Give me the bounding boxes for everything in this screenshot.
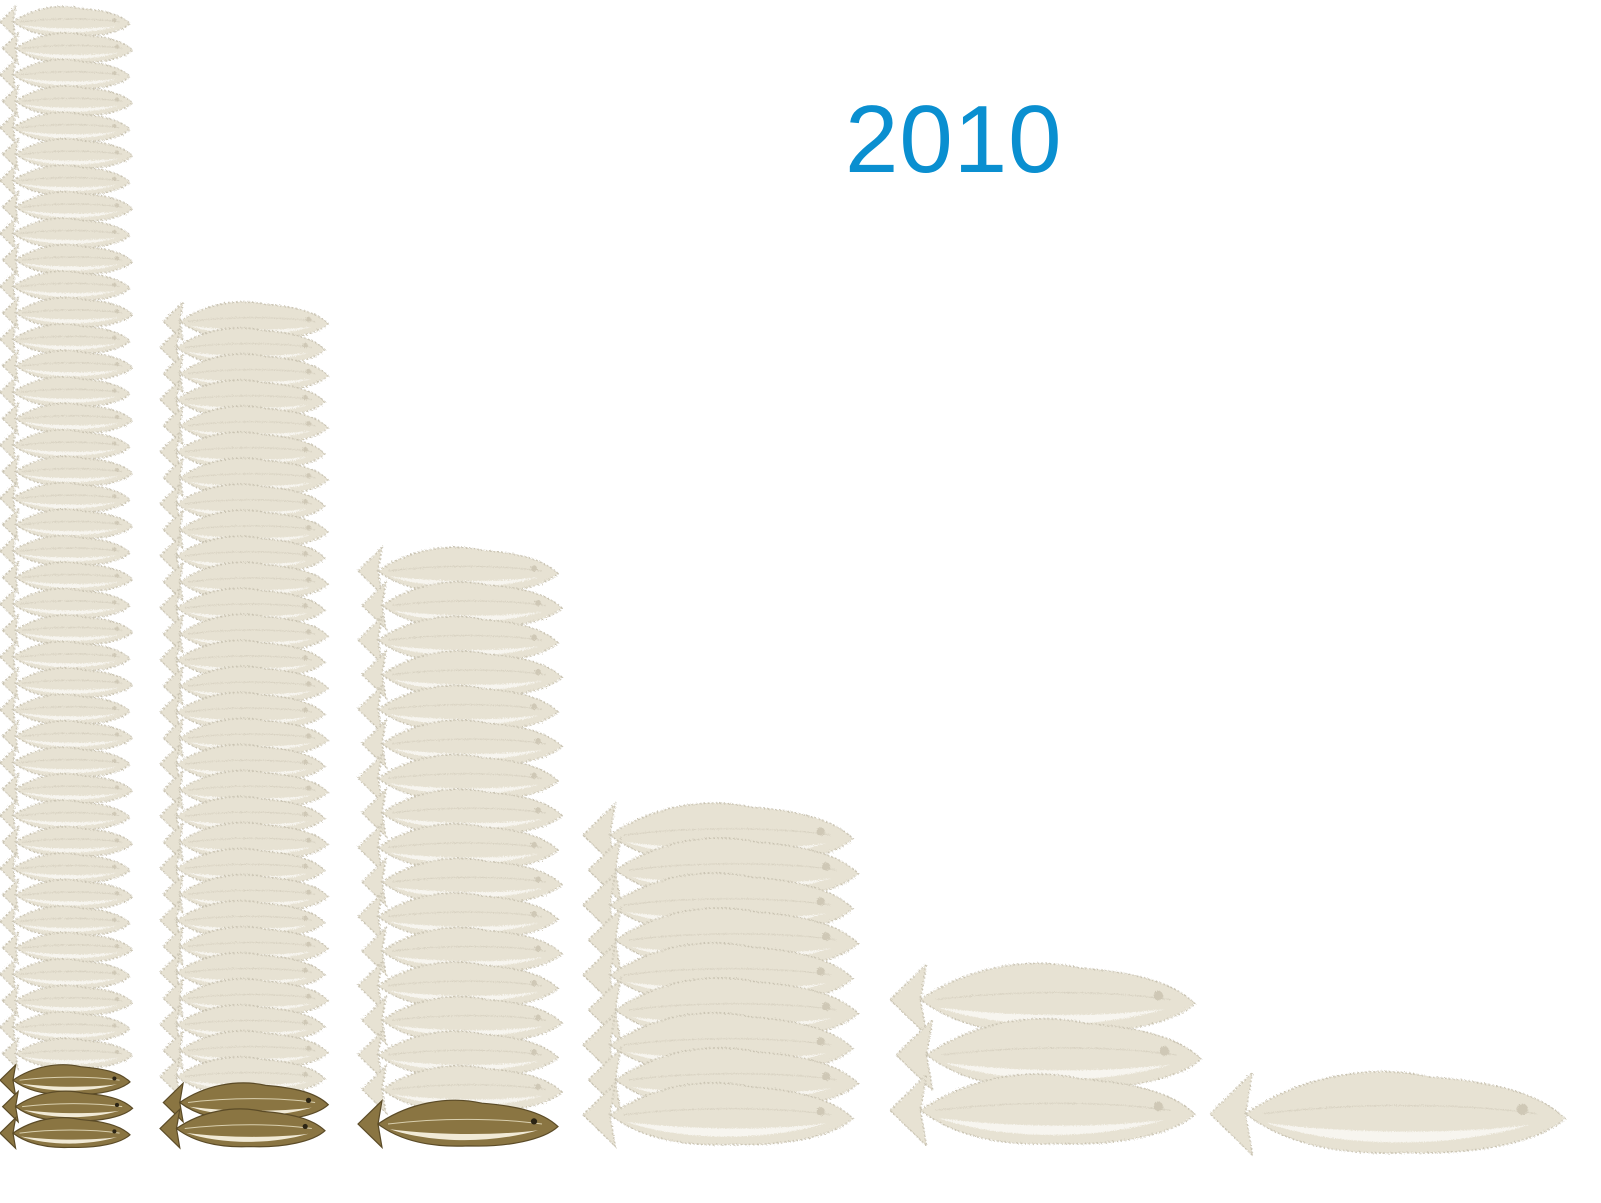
stack-2 [158,299,330,1150]
faded-cod-fish-icon [0,216,132,251]
faded-cod-fish-icon [0,798,132,833]
faded-cod-fish-icon [0,639,132,675]
faded-cod-fish-icon [888,961,1197,1038]
faded-cod-fish-icon [356,683,560,735]
faded-cod-fish-icon [1,189,134,225]
year-title: 2010 [845,86,1063,193]
stack-1 [0,4,134,1151]
faded-cod-fish-icon [0,533,132,569]
faded-cod-fish-icon [1,560,134,595]
faded-cod-fish-icon [0,956,132,992]
faded-cod-fish-icon [356,614,560,666]
faded-cod-fish-icon [0,57,132,93]
faded-cod-fish-icon [1208,1070,1567,1158]
stack-5 [888,961,1203,1149]
stack-4 [581,801,860,1149]
faded-cod-fish-icon [1,771,134,807]
faded-cod-fish-icon [356,821,560,874]
faded-cod-fish-icon [0,110,132,146]
faded-cod-fish-icon [356,752,560,804]
faded-cod-fish-icon [1,454,134,490]
faded-cod-fish-icon [356,960,560,1012]
stack-6 [1208,1070,1567,1158]
stack-3 [356,545,564,1150]
vivid-cod-fish-icon [159,1107,326,1150]
faded-cod-fish-icon [356,1029,560,1081]
faded-cod-fish-icon [1,877,134,913]
faded-cod-fish-icon [360,856,564,908]
faded-cod-fish-icon [356,545,560,597]
faded-cod-fish-icon [888,1072,1197,1149]
vivid-cod-fish-icon [357,1098,559,1150]
faded-cod-fish-icon [581,1081,855,1149]
faded-cod-fish-icon [1,136,134,172]
faded-cod-fish-icon [0,692,132,728]
faded-cod-fish-icon [356,891,560,943]
faded-cod-fish-icon [1,718,134,754]
faded-cod-fish-icon [895,1017,1203,1093]
vivid-cod-fish-icon [0,1063,131,1098]
vivid-cod-fish-icon [0,1116,131,1151]
